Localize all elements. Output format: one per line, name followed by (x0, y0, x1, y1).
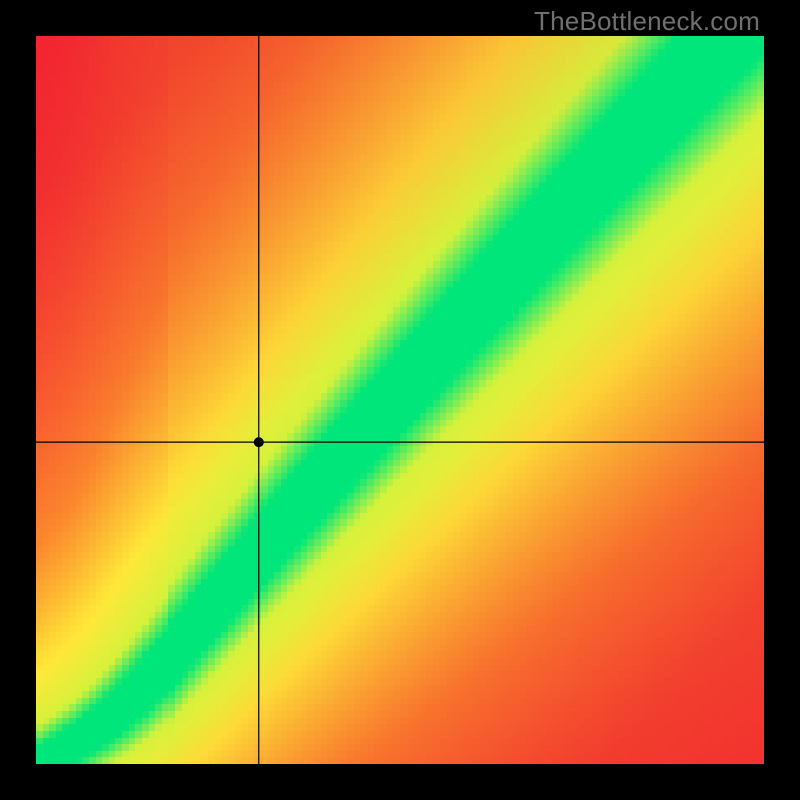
chart-container: TheBottleneck.com (0, 0, 800, 800)
heatmap-canvas (0, 0, 800, 800)
watermark-text: TheBottleneck.com (534, 6, 760, 37)
